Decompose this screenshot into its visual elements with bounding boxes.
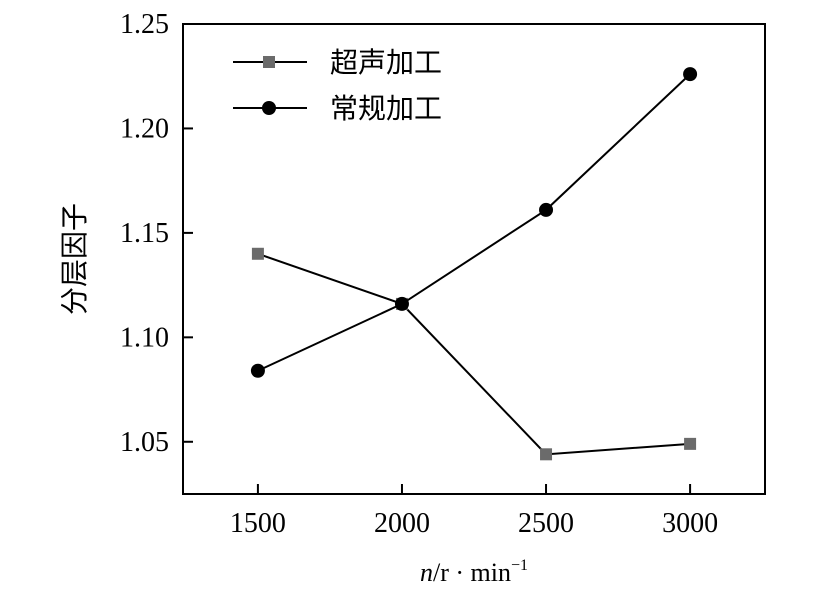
data-point — [250, 363, 265, 378]
series-line — [257, 252, 691, 456]
data-point — [684, 437, 697, 450]
y-tick-label: 1.25 — [120, 9, 169, 40]
series-line — [257, 73, 691, 372]
legend-item: 超声加工 — [233, 46, 442, 79]
x-axis-title-unit: /r · min — [433, 558, 511, 587]
x-axis-title-variable: n — [420, 558, 433, 587]
data-point — [539, 202, 554, 217]
series-2 — [250, 67, 698, 378]
x-axis-ticks: 1500 2000 2500 3000 — [230, 484, 718, 539]
legend-label: 超声加工 — [330, 46, 442, 79]
data-point — [251, 247, 264, 260]
y-tick-label: 1.05 — [120, 427, 169, 458]
y-tick-label: 1.10 — [120, 322, 169, 353]
series-1 — [251, 247, 697, 461]
data-point — [394, 296, 409, 311]
legend-marker — [263, 56, 275, 68]
data-point — [540, 448, 553, 461]
y-axis-title: 分层因子 — [58, 203, 91, 315]
legend-label: 常规加工 — [330, 92, 442, 125]
x-tick-label: 2000 — [374, 508, 430, 539]
y-tick-label: 1.15 — [120, 218, 169, 249]
series-layer — [250, 67, 698, 461]
data-point — [683, 67, 698, 82]
y-tick-label: 1.20 — [120, 113, 169, 144]
x-tick-label: 3000 — [662, 508, 718, 539]
legend-item: 常规加工 — [233, 92, 442, 125]
plot-frame — [182, 23, 766, 495]
x-tick-label: 2500 — [518, 508, 574, 539]
x-axis-title: n/r · min−1 — [420, 557, 528, 587]
x-axis-title-exponent: −1 — [511, 557, 528, 574]
y-axis-ticks: 1.05 1.10 1.15 1.20 1.25 — [120, 9, 193, 458]
x-tick-label: 1500 — [230, 508, 286, 539]
legend-marker — [262, 101, 276, 115]
